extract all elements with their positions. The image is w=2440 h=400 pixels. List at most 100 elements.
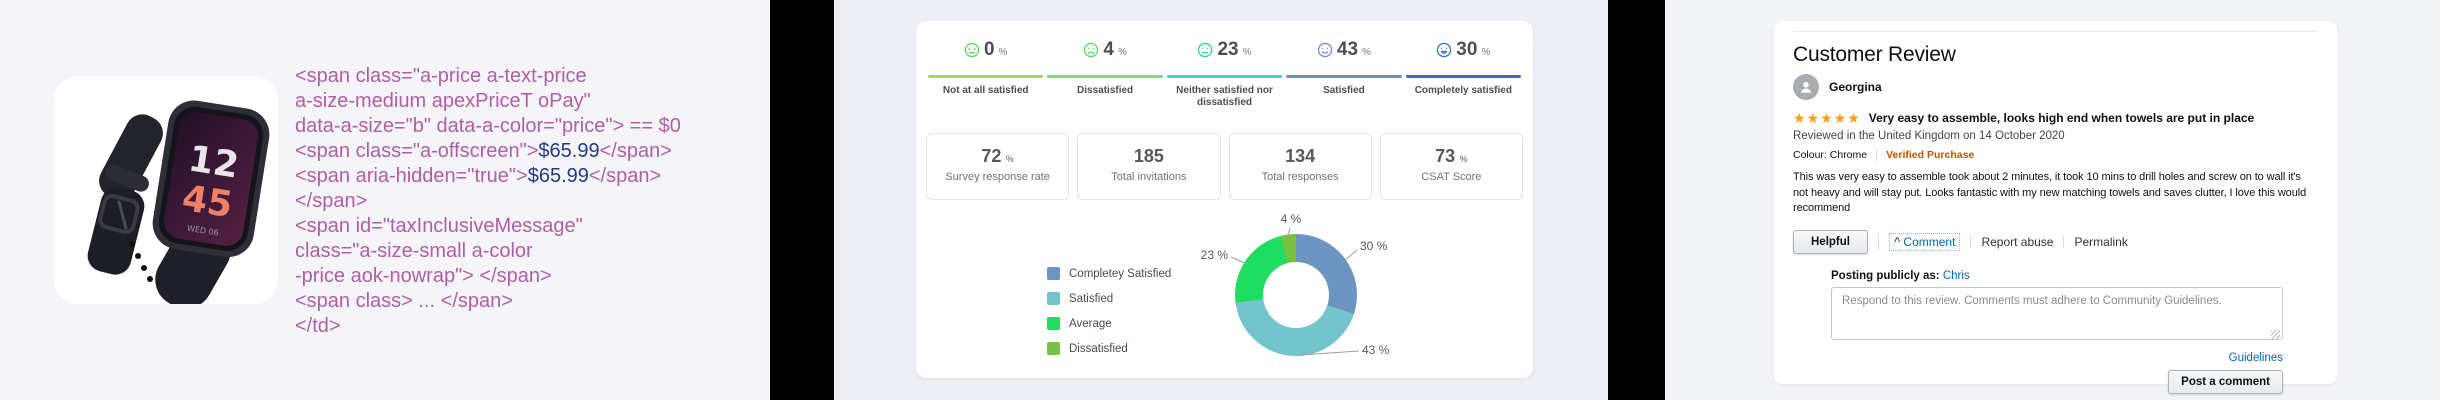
reviewer-name: Georgina bbox=[1829, 80, 1882, 94]
watch-time-minutes: 45 bbox=[179, 178, 235, 226]
watch-time-hours: 12 bbox=[186, 138, 242, 186]
divider-bar-left bbox=[770, 0, 834, 400]
stat-unit: % bbox=[1459, 154, 1468, 164]
donut-legend: Completey Satisfied Satisfied Average Di… bbox=[1047, 261, 1171, 361]
scale-color-bar bbox=[1286, 75, 1402, 78]
grin-face-icon bbox=[1437, 42, 1452, 58]
scale-label: Not at all satisfied bbox=[942, 85, 1029, 96]
scale-item-satisfied: 43 % Satisfied bbox=[1284, 35, 1403, 109]
divider-bar-right bbox=[1608, 0, 1665, 400]
comment-form: Posting publicly as: Chris Guidelines Po… bbox=[1831, 270, 2283, 394]
report-abuse-link[interactable]: Report abuse bbox=[1981, 234, 2054, 249]
scale-unit: % bbox=[998, 47, 1008, 58]
stat-unit: % bbox=[1005, 154, 1014, 164]
donut-callout-dissatisfied: 4 % bbox=[1280, 212, 1302, 226]
reviewer-row: Georgina bbox=[1793, 74, 2318, 100]
legend-swatch bbox=[1047, 342, 1060, 355]
donut-callout-average: 23 % bbox=[1200, 248, 1228, 262]
neutral-face-icon bbox=[1198, 42, 1213, 58]
legend-swatch bbox=[1047, 267, 1060, 280]
caret-icon: ^ bbox=[1893, 235, 1901, 248]
scale-item-not-at-all: 0 % Not at all satisfied bbox=[926, 35, 1045, 109]
stat-label: Total invitations bbox=[1111, 171, 1187, 183]
scale-color-bar bbox=[1405, 75, 1522, 78]
verified-purchase-badge: Verified Purchase bbox=[1886, 148, 1975, 161]
resize-handle-icon[interactable] bbox=[2271, 329, 2280, 339]
scale-label: Neither satisfied nor dissatisfied bbox=[1176, 85, 1273, 108]
separator bbox=[1970, 235, 1972, 249]
stat-value: 185 bbox=[1133, 146, 1164, 166]
scale-color-bar bbox=[928, 75, 1044, 78]
scale-label: Dissatisfied bbox=[1077, 85, 1134, 96]
stat-survey-response-rate: 72 % Survey response rate bbox=[926, 133, 1070, 200]
scale-value: 0 bbox=[983, 39, 995, 60]
scale-color-bar bbox=[1166, 75, 1283, 78]
rating-row: ★★★★★ Very easy to assemble, looks high … bbox=[1793, 111, 2318, 125]
scale-value: 43 bbox=[1336, 39, 1359, 60]
product-code-panel: 12 45 WED 06 <span class="a-price a-text… bbox=[0, 0, 770, 400]
comment-textarea[interactable] bbox=[1831, 286, 2283, 340]
review-actions-row: Helpful ^ Comment Report abuse Permalink bbox=[1793, 229, 2318, 255]
legend-label: Average bbox=[1069, 317, 1112, 330]
donut-hole bbox=[1263, 262, 1329, 328]
card-top-divider bbox=[1793, 31, 2318, 32]
product-image-card: 12 45 WED 06 bbox=[54, 76, 278, 304]
satisfaction-scale-row: 0 % Not at all satisfied 4 % Dissatisfie… bbox=[916, 21, 1533, 109]
legend-label: Satisfied bbox=[1069, 292, 1114, 305]
review-card: Customer Review Georgina ★★★★★ Very easy… bbox=[1774, 21, 2337, 394]
customer-review-panel: Customer Review Georgina ★★★★★ Very easy… bbox=[1665, 0, 2440, 400]
scale-unit: % bbox=[1481, 47, 1491, 58]
stat-value: 72 bbox=[981, 146, 1002, 166]
colour-label: Colour: Chrome bbox=[1793, 148, 1868, 161]
scale-color-bar bbox=[1047, 75, 1163, 78]
donut-callout-satisfied: 43 % bbox=[1362, 343, 1390, 357]
variant-row: Colour: Chrome Verified Purchase bbox=[1793, 148, 2318, 161]
separator bbox=[1876, 148, 1878, 161]
stat-label: Survey response rate bbox=[945, 171, 1050, 183]
review-headline: Very easy to assemble, looks high end wh… bbox=[1868, 111, 2255, 125]
legend-swatch bbox=[1047, 292, 1060, 305]
rating-stars: ★★★★★ bbox=[1793, 110, 1861, 126]
posting-publicly-row: Posting publicly as: Chris bbox=[1831, 270, 2283, 282]
scale-value: 4 bbox=[1103, 39, 1114, 60]
legend-label: Completey Satisfied bbox=[1069, 267, 1172, 280]
posting-user-link[interactable]: Chris bbox=[1942, 269, 1970, 282]
scale-value: 23 bbox=[1217, 39, 1239, 60]
stat-csat-score: 73 % CSAT Score bbox=[1379, 133, 1523, 200]
posting-publicly-label: Posting publicly as: bbox=[1831, 269, 1940, 282]
permalink-link[interactable]: Permalink bbox=[2074, 234, 2128, 249]
helpful-button[interactable]: Helpful bbox=[1793, 229, 1868, 254]
stat-total-invitations: 185 Total invitations bbox=[1077, 133, 1221, 200]
legend-item: Average bbox=[1047, 311, 1171, 336]
scale-unit: % bbox=[1117, 47, 1127, 58]
legend-swatch bbox=[1047, 317, 1060, 330]
avatar bbox=[1793, 74, 1819, 100]
legend-item: Completey Satisfied bbox=[1047, 261, 1171, 286]
watch-buckle bbox=[98, 194, 140, 234]
watch-screen bbox=[163, 111, 259, 246]
stat-value: 134 bbox=[1285, 146, 1316, 166]
scale-item-neutral: 23 % Neither satisfied nor dissatisfied bbox=[1165, 35, 1284, 109]
stat-total-responses: 134 Total responses bbox=[1228, 133, 1372, 200]
scale-value: 30 bbox=[1456, 39, 1478, 60]
scale-unit: % bbox=[1242, 47, 1252, 58]
csat-dashboard-panel: 0 % Not at all satisfied 4 % Dissatisfie… bbox=[834, 0, 1608, 400]
watch-strap-loop bbox=[105, 164, 149, 192]
review-body: This was very easy to assemble took abou… bbox=[1793, 171, 2307, 215]
guidelines-link[interactable]: Guidelines bbox=[2228, 351, 2283, 364]
post-comment-button[interactable]: Post a comment bbox=[2168, 369, 2283, 394]
person-icon bbox=[1800, 82, 1812, 93]
smile-face-icon bbox=[1317, 42, 1333, 58]
scale-label: Satisfied bbox=[1323, 85, 1365, 96]
legend-label: Dissatisfied bbox=[1069, 342, 1128, 355]
separator bbox=[2063, 235, 2065, 249]
smartwatch-image: 12 45 WED 06 bbox=[87, 100, 270, 304]
html-code-snippet: <span class="a-price a-text-price a-size-… bbox=[295, 65, 681, 337]
legend-item: Satisfied bbox=[1047, 286, 1171, 311]
donut-callout-completely-satisfied: 30 % bbox=[1360, 239, 1388, 253]
comment-link[interactable]: ^ Comment bbox=[1888, 232, 1961, 251]
comment-link-label: Comment bbox=[1903, 234, 1956, 249]
separator bbox=[1877, 233, 1879, 250]
scale-unit: % bbox=[1362, 47, 1371, 58]
